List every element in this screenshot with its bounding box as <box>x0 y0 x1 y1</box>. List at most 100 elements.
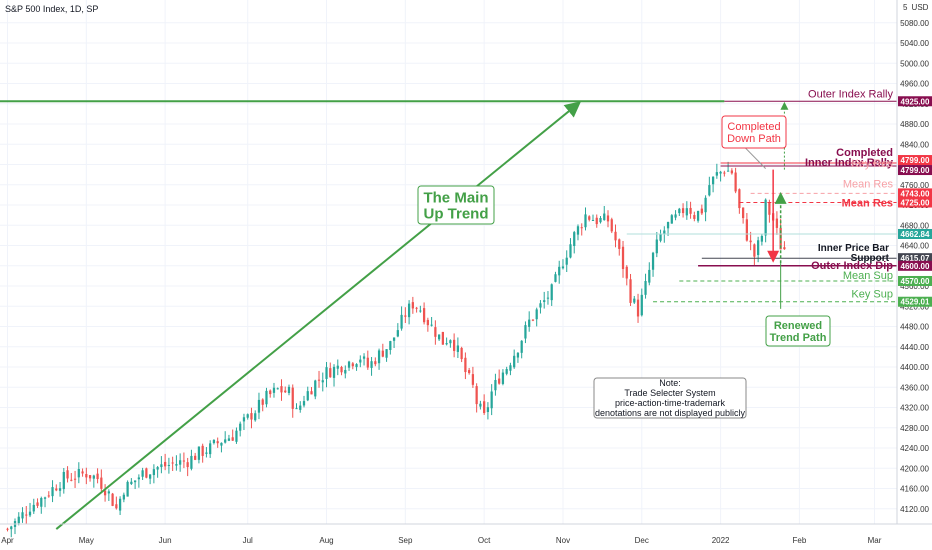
candle-body <box>561 266 565 269</box>
candle-body <box>554 274 557 282</box>
candle-body <box>115 504 118 509</box>
price-tag-bg <box>898 253 932 264</box>
candles <box>6 161 786 538</box>
candle-body <box>182 460 186 462</box>
note-callout-line: Trade Selecter System <box>624 388 715 398</box>
candle-body <box>648 269 651 283</box>
y-tick-label: 4640.00 <box>900 242 929 251</box>
mean-res-light-label: Mean Res <box>843 178 894 190</box>
y-tick-label: 4280.00 <box>900 424 929 433</box>
price-tag: 4615.07 <box>898 253 932 264</box>
candle-body <box>205 452 208 454</box>
inner-support-label: Support <box>851 253 890 264</box>
candle-body <box>633 298 636 303</box>
candle-body <box>118 498 122 511</box>
candle-body <box>317 379 321 381</box>
x-tick-label: Jun <box>159 536 172 545</box>
candle-body <box>640 294 643 316</box>
candle-body <box>197 446 201 460</box>
candle-body <box>576 226 580 235</box>
candle-body <box>6 528 9 530</box>
x-tick-label: May <box>79 536 94 545</box>
candle-body <box>715 172 718 176</box>
price-tag-text: 4799.00 <box>901 156 930 165</box>
chart-title: S&P 500 Index, 1D, SP <box>5 4 98 14</box>
candle-body <box>764 199 767 236</box>
price-tag-bg <box>898 188 932 199</box>
candle-body <box>359 359 362 363</box>
candle-body <box>43 497 47 499</box>
x-tick-label: 2022 <box>712 536 730 545</box>
note-callout: Note:Trade Selecter Systemprice-action-t… <box>593 377 747 419</box>
note-callout-line: price-action-time-trademark <box>615 398 726 408</box>
candle-body <box>220 442 223 446</box>
candle-body <box>355 364 358 368</box>
candle-body <box>738 189 741 209</box>
completed-down-callout-line: Down Path <box>727 133 781 145</box>
candle-body <box>216 441 219 444</box>
x-tick-label: Nov <box>556 536 570 545</box>
candle-body <box>370 361 373 368</box>
y-tick-label: 4480.00 <box>900 323 929 332</box>
candle-body <box>757 240 760 256</box>
candle-body <box>449 340 452 344</box>
candle-body <box>539 303 542 308</box>
candle-body <box>10 526 13 530</box>
candle-body <box>603 213 606 221</box>
candle-body <box>175 464 178 466</box>
y-tick-label: 4360.00 <box>900 383 929 392</box>
candle-body <box>479 403 482 407</box>
candle-body <box>681 208 685 214</box>
candle-body <box>269 390 272 395</box>
candle-body <box>73 478 77 480</box>
candle-body <box>325 367 328 379</box>
completed-down-callout-box <box>721 115 787 149</box>
candle-body <box>588 216 591 220</box>
candle-body <box>400 314 403 329</box>
candle-body <box>693 215 696 219</box>
y-tick-label: 4120.00 <box>900 505 929 514</box>
candle-body <box>644 280 647 295</box>
price-tag-text: 4799.00 <box>901 166 930 175</box>
candle-body <box>599 217 602 223</box>
candle-body <box>606 215 610 222</box>
candle-body <box>422 308 426 323</box>
price-tag: 4662.84 <box>898 228 932 239</box>
candle-body <box>164 461 167 467</box>
candle-body <box>126 481 129 497</box>
grid <box>0 0 897 524</box>
candle-body <box>520 340 523 353</box>
price-tag-text: 4529.01 <box>901 298 930 307</box>
y-tick-label: 4200.00 <box>900 464 929 473</box>
candle-body <box>453 339 456 351</box>
candle-body <box>719 171 722 174</box>
price-tag-text: 4925.00 <box>901 97 930 106</box>
candle-body <box>696 210 700 221</box>
candle-body <box>310 391 313 395</box>
candle-body <box>775 218 779 228</box>
candle-body <box>299 405 302 410</box>
candle-body <box>96 473 99 480</box>
candle-body <box>524 325 527 339</box>
candle-body <box>21 512 24 519</box>
candle-body <box>471 374 475 385</box>
y-tick-label: 4960.00 <box>900 80 929 89</box>
main-trend-line <box>55 101 582 530</box>
candle-body <box>385 349 388 358</box>
y-tick-label: 4160.00 <box>900 485 929 494</box>
inner-support-label: Inner Price Bar <box>818 243 889 254</box>
candle-body <box>730 170 733 174</box>
candle-body <box>501 372 505 384</box>
candle-body <box>351 363 354 367</box>
y-tick-label: 4560.00 <box>900 282 929 291</box>
candle-body <box>377 350 381 364</box>
note-callout-box <box>593 377 747 419</box>
y-tick-label: 5040.00 <box>900 39 929 48</box>
y-tick-label: 4440.00 <box>900 343 929 352</box>
price-tag-bg <box>898 155 932 166</box>
candle-body <box>621 246 625 269</box>
candle-body <box>265 390 268 405</box>
price-tag: 4529.01 <box>898 296 932 307</box>
candle-body <box>618 239 621 249</box>
outer-dip-label: Outer Index Dip <box>811 260 893 272</box>
